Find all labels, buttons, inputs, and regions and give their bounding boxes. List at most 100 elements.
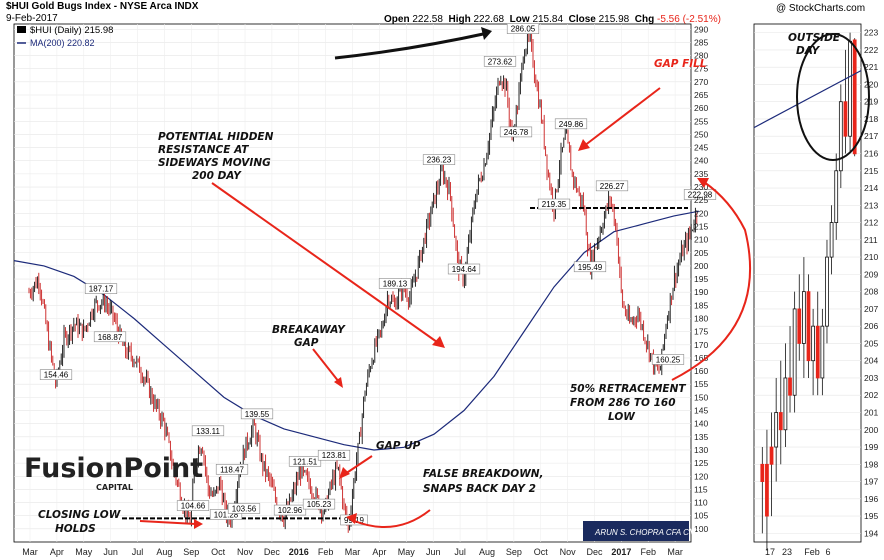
x-tick-label: Aug: [156, 547, 172, 557]
price-label: 139.55: [245, 410, 270, 419]
ann-closing-1: CLOSING LOW: [38, 509, 121, 521]
zoom-candle-body: [825, 256, 829, 327]
zoom-y-tick-label: 220: [864, 79, 878, 89]
zoom-candle-body: [778, 412, 783, 431]
price-label: 195.49: [578, 263, 603, 272]
black-top-arrow-head: [481, 27, 492, 40]
ann-gapup: GAP UP: [376, 440, 421, 452]
breakaway-arrow-head: [334, 377, 343, 388]
retracement-arrow-head: [697, 178, 709, 188]
zoom-candle-body: [769, 446, 774, 465]
annotation-texts: POTENTIAL HIDDEN RESISTANCE AT SIDEWAYS …: [38, 32, 841, 535]
x-tick-label: Jul: [454, 547, 466, 557]
open-label: Open: [384, 14, 410, 25]
y-tick-label: 170: [694, 340, 708, 350]
ann-breakaway-1: BREAKAWAY: [272, 324, 346, 336]
signature-text: ARUN S. CHOPRA CFA CMT: [594, 528, 702, 537]
y-tick-label: 280: [694, 51, 708, 61]
y-tick-label: 240: [694, 156, 708, 166]
y-tick-label: 185: [694, 300, 708, 310]
zoom-y-tick-label: 214: [864, 183, 878, 193]
price-label: 246.78: [504, 128, 529, 137]
open-value: 222.58: [412, 14, 443, 25]
y-tick-label: 230: [694, 182, 708, 192]
price-label-box: [209, 509, 243, 520]
zoom-candle-body: [792, 308, 797, 396]
price-label-box: [506, 23, 540, 34]
chart-title: $HUI Gold Bugs Index - NYSE Arca INDX: [6, 1, 199, 12]
zoom-y-tick-label: 208: [864, 287, 878, 297]
zoom-y-tick-label: 217: [864, 131, 878, 141]
zoom-ma-line: [753, 70, 862, 129]
y-tick-label: 245: [694, 143, 708, 153]
zoom-y-tick-label: 201: [864, 408, 878, 418]
price-label: 121.51: [293, 457, 318, 466]
x-tick-label: Mar: [345, 547, 361, 557]
y-tick-label: 105: [694, 511, 708, 521]
zoom-y-tick-label: 203: [864, 373, 878, 383]
y-tick-label: 290: [694, 24, 708, 34]
price-label-box: [447, 263, 481, 275]
price-label-box: [595, 180, 629, 192]
retracement-arrow: [671, 181, 752, 381]
legend-price-swatch: [17, 26, 26, 33]
price-label: 103.56: [232, 504, 257, 513]
zoom-y-tick-label: 202: [864, 390, 878, 400]
legend-price: $HUI (Daily) 215.98: [30, 25, 113, 36]
y-tick-label: 190: [694, 287, 708, 297]
price-label: 104.66: [181, 502, 206, 511]
price-label: 286.05: [511, 25, 536, 34]
zoom-y-tick-label: 216: [864, 149, 878, 159]
x-tick-label: Jul: [132, 547, 144, 557]
price-labels-layer: 187.17 168.87 154.46 133.11 139.55 118.47 121.…: [39, 23, 717, 526]
ann-false-1: FALSE BREAKDOWN,: [423, 468, 544, 480]
price-label-box: [537, 198, 571, 210]
ann-hidden-1: POTENTIAL HIDDEN: [158, 131, 274, 143]
ann-hidden-4: 200 DAY: [192, 170, 242, 182]
zoom-x-tick-label: Feb: [804, 547, 820, 557]
zoom-candle-body: [783, 377, 788, 431]
breakaway-arrow: [312, 348, 340, 383]
ann-breakaway-2: GAP: [294, 337, 319, 349]
ann-gapfill: GAP FILL: [654, 58, 707, 70]
outside-day-circle: [796, 33, 870, 161]
source-credit: @ StockCharts.com: [776, 3, 866, 14]
zoom-candle-body: [760, 463, 765, 482]
x-tick-label: 2016: [289, 547, 309, 557]
zoom-candle-body: [820, 325, 825, 379]
price-label-box: [273, 504, 307, 516]
price-label: 160.25: [656, 355, 681, 364]
y-tick-label: 130: [694, 445, 708, 455]
price-label-box: [302, 498, 336, 510]
logo-brand-text: FusionPoint: [24, 453, 203, 484]
y-tick-label: 220: [694, 208, 708, 218]
y-tick-label: 120: [694, 471, 708, 481]
high-label: High: [448, 14, 471, 25]
ann-hidden-2: RESISTANCE AT: [158, 144, 249, 156]
ann-closing-2: HOLDS: [55, 523, 96, 535]
price-label: 249.86: [559, 120, 584, 129]
price-label: 101.28: [214, 510, 239, 519]
gapup-arrow: [344, 455, 373, 475]
zoom-x-axis-ticks: 17 23 Feb 6: [765, 547, 831, 557]
zoom-y-tick-label: 213: [864, 200, 878, 210]
zoom-y-tick-label: 211: [864, 235, 878, 245]
zoom-candle-body: [843, 101, 848, 137]
zoom-x-tick-label: 6: [825, 547, 830, 557]
x-tick-label: Jun: [103, 547, 118, 557]
zoom-y-tick-label: 221: [864, 62, 878, 72]
zoom-y-tick-label: 219: [864, 97, 878, 107]
x-tick-label: May: [398, 547, 416, 557]
price-label-box: [288, 455, 322, 467]
ann-false-2: SNAPS BACK DAY 2: [423, 483, 536, 495]
y-tick-label: 110: [694, 498, 708, 508]
zoom-candle-body: [788, 377, 792, 396]
zoom-candle-body: [834, 170, 839, 223]
price-label: 226.27: [600, 182, 625, 191]
zoom-y-tick-label: 205: [864, 338, 878, 348]
zoom-y-tick-label: 223: [864, 28, 878, 38]
high-value: 222.68: [473, 14, 505, 25]
legend-ma: MA(200) 220.82: [30, 38, 95, 48]
zoom-candle-body: [852, 39, 857, 155]
